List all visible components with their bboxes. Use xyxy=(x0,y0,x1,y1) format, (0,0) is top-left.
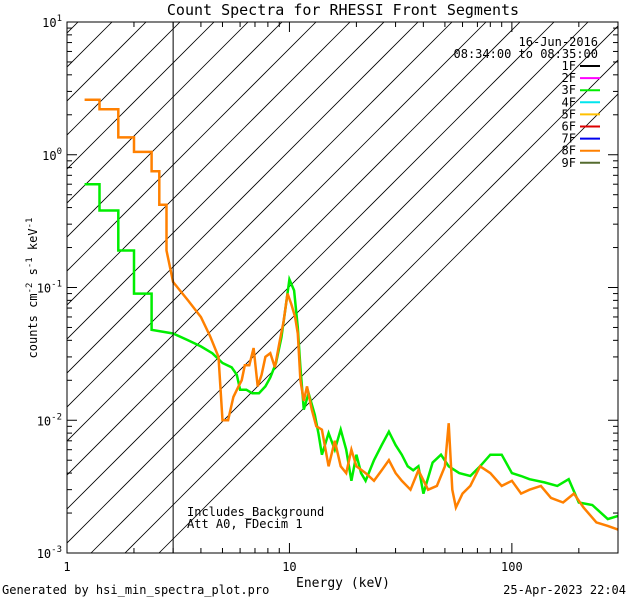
legend-label: 6F xyxy=(562,120,576,134)
hatch-line xyxy=(67,22,181,136)
annotation-attenuator: Att A0, FDecim 1 xyxy=(187,517,303,531)
legend-label: 1F xyxy=(562,59,576,73)
annotation-background: Includes_Background xyxy=(187,505,324,519)
x-tick-labels: 1 10 100 xyxy=(63,560,522,574)
y-tick-label-exponent: -2 xyxy=(51,412,62,422)
footer-timestamp: 25-Apr-2023 22:04 xyxy=(503,583,626,597)
y-label-part: keV xyxy=(26,228,40,257)
hatch-line xyxy=(67,22,79,34)
x-axis-label: Energy (keV) xyxy=(296,576,390,591)
x-tick-label: 1 xyxy=(63,560,70,574)
footer-generator-text: Generated by hsi_min_spectra_plot.pro xyxy=(2,583,270,597)
y-label-part: counts cm xyxy=(26,293,40,358)
hatch-line xyxy=(67,22,351,306)
hatch-line xyxy=(158,93,618,553)
hatch-line xyxy=(90,25,618,553)
chart-title: Count Spectra for RHESSI Front Segments xyxy=(167,1,519,19)
hatch-line xyxy=(67,22,215,170)
hatch-line xyxy=(67,22,419,374)
legend-label: 9F xyxy=(562,156,576,170)
y-tick-label: 10-2 xyxy=(37,412,62,428)
y-tick-label-base: 10 xyxy=(37,282,51,296)
hatch-line xyxy=(67,22,249,204)
y-axis-label: counts cm-2 s-1 keV-1 xyxy=(25,218,40,359)
series-line-3F xyxy=(84,182,618,521)
hatch-line xyxy=(67,22,283,238)
legend-label: 8F xyxy=(562,144,576,158)
legend-label: 7F xyxy=(562,132,576,146)
y-tick-label-exponent: 1 xyxy=(57,14,62,24)
legend-label: 3F xyxy=(562,83,576,97)
y-tick-label-exponent: -1 xyxy=(51,280,62,290)
y-tick-label: 10-3 xyxy=(37,545,62,561)
hatch-line xyxy=(67,22,147,102)
y-tick-label: 10-1 xyxy=(37,280,62,296)
series-group xyxy=(84,98,618,531)
hatch-line xyxy=(67,22,589,544)
hatch-line xyxy=(67,22,453,408)
plot-frame xyxy=(66,21,619,554)
y-label-exponent: -1 xyxy=(25,257,35,268)
hatch-line xyxy=(67,22,113,68)
y-tick-label-exponent: 0 xyxy=(57,147,62,157)
y-label-part: s xyxy=(26,268,40,282)
y-tick-label-base: 10 xyxy=(42,16,56,30)
date-label: 16-Jun-2016 xyxy=(519,35,598,49)
hatch-line xyxy=(67,22,385,340)
hatched-region xyxy=(67,22,618,553)
y-tick-label-base: 10 xyxy=(37,547,51,561)
y-label-exponent: -1 xyxy=(25,218,35,229)
y-tick-label: 100 xyxy=(42,147,62,163)
x-tick-label: 10 xyxy=(282,560,296,574)
y-tick-label-exponent: -3 xyxy=(51,545,62,555)
axis-ticks xyxy=(66,21,619,554)
y-tick-label: 101 xyxy=(42,14,62,30)
time-range-label: 08:34:00 to 08:35:00 xyxy=(454,47,599,61)
hatch-line xyxy=(67,22,555,510)
y-tick-label-base: 10 xyxy=(37,414,51,428)
hatch-line xyxy=(124,59,618,553)
series-line-8F xyxy=(84,98,618,531)
hatch-line xyxy=(67,22,521,476)
y-tick-label-base: 10 xyxy=(42,149,56,163)
hatch-line xyxy=(67,22,487,442)
hatch-line xyxy=(67,22,317,272)
legend-label: 2F xyxy=(562,71,576,85)
y-label-exponent: -2 xyxy=(25,283,35,294)
legend-label: 4F xyxy=(562,95,576,109)
x-tick-label: 100 xyxy=(501,560,523,574)
legend-label: 5F xyxy=(562,107,576,121)
